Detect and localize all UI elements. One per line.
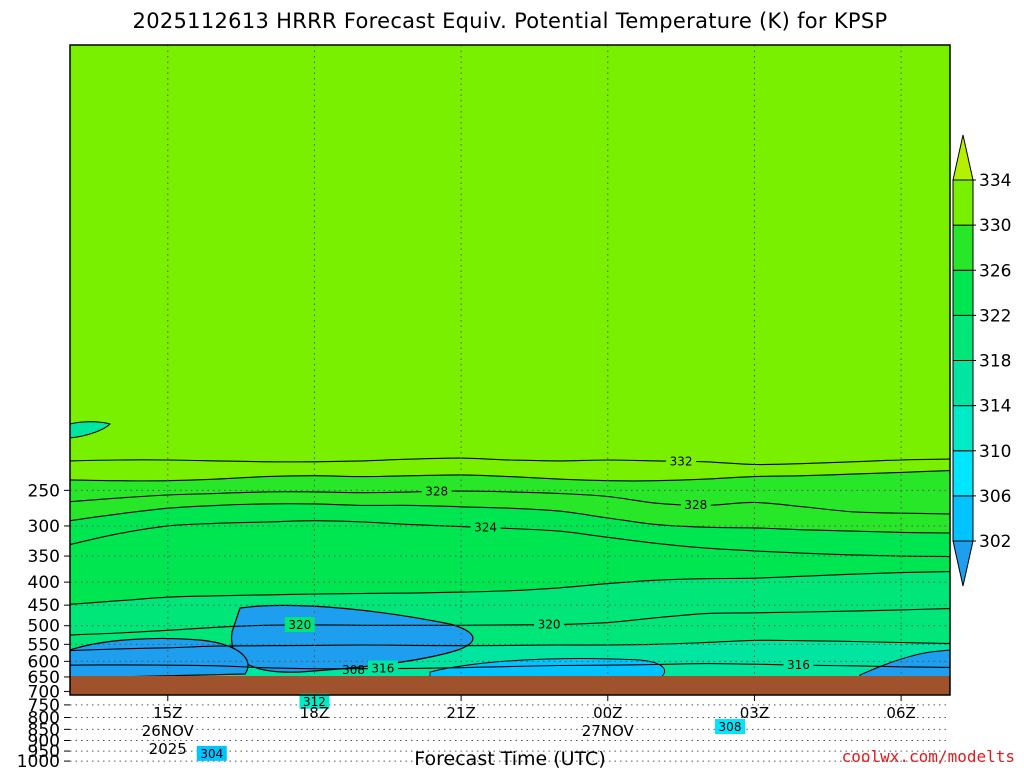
contour-line-320 [70,608,950,636]
contour-label-312: 312 [303,695,326,709]
colorbar-label: 318 [979,352,1011,372]
contour-label-332: 332 [670,454,693,468]
contour-line-310 [70,708,950,714]
x-tick-date: 27NOV [582,722,635,740]
colorbar-segment [952,495,974,542]
colorbar-label: 306 [979,487,1011,507]
contour-label-328: 328 [684,498,707,512]
plot-frame [69,44,951,696]
plot-area: 332 328 328 324 320 320 316 316 312 308 304 308 [69,44,951,762]
contour-line-322 [70,571,950,605]
contour-line-330 [70,470,950,482]
x-tick-label: 06Z [886,704,915,722]
contour-label-bg-312 [299,693,330,709]
colorbar-arrow-bottom [952,540,974,587]
mid-level-eddy [70,421,111,439]
y-tick-label: 1000 [17,752,60,768]
contour-label-328: 328 [425,485,448,499]
contour-label-bg-308 [715,719,745,735]
contour-label-320: 320 [288,618,311,632]
colorbar-label: 330 [979,216,1011,236]
contour-label-bg-328 [421,483,452,499]
contour-label-308: 308 [719,720,742,734]
contour-label-bg-328 [680,496,711,512]
colorbar-label: 314 [979,397,1011,417]
contour-label-320: 320 [538,618,561,632]
colorbar-segment [952,405,974,452]
x-tick-label: 15Z [153,704,182,722]
contour-lines [70,457,950,714]
colorbar-segment [952,224,974,271]
y-tick-label: 250 [28,481,60,501]
contour-label-bg-316 [783,657,814,673]
y-tick-label: 300 [28,517,60,537]
contour-label-bg-332 [666,453,697,469]
contour-label-308-surface: 308 [342,663,365,677]
ground-surface [70,676,950,695]
colorbar: 302 306 310 314 318 322 326 330 334 [952,134,1011,587]
low-theta-pocket-east [859,649,950,678]
contour-labels: 332 328 328 324 320 320 316 316 312 308 304 308 [196,453,814,761]
x-tick-label: 00Z [593,704,622,722]
contour-label-bg-304 [196,745,227,761]
colorbar-label: 310 [979,442,1011,462]
x-tick-date: 26NOV [142,722,195,740]
x-tick-label: 18Z [300,704,329,722]
colorbar-label: 334 [979,171,1011,191]
y-tick-label: 800 [28,709,60,729]
x-tick-year: 2025 [149,740,187,758]
colorbar-label: 326 [979,261,1011,281]
contour-label-316: 316 [787,658,810,672]
contour-label-324: 324 [474,521,497,535]
chart-title: 2025112613 HRRR Forecast Equiv. Potentia… [133,9,888,33]
colorbar-label: 302 [979,532,1011,552]
contour-line-318 [70,639,950,652]
y-tick-label: 650 [28,668,60,688]
contour-line-326 [70,503,950,534]
colorbar-segment [952,450,974,497]
y-tick-label: 750 [28,696,60,716]
y-tick-label: 550 [28,635,60,655]
surface-theta-pocket [429,658,666,678]
y-tick-label: 850 [28,720,60,740]
y-tick-label: 400 [28,573,60,593]
contour-label-304: 304 [200,747,223,761]
credit-text: coolwx.com/modelts [842,747,1015,766]
y-tick-label: 450 [28,596,60,616]
colorbar-segment [952,360,974,407]
contour-label-bg-316 [367,660,398,676]
colorbar-arrow-top [952,134,974,181]
contour-label-316: 316 [371,662,394,676]
colorbar-segment [952,314,974,361]
y-tick-label: 600 [28,652,60,672]
x-tick-label: 03Z [740,704,769,722]
x-tick-label: 21Z [446,704,475,722]
contour-label-bg-320 [534,616,565,632]
x-axis-title: Forecast Time (UTC) [414,748,605,768]
colorbar-segment [952,269,974,316]
y-tick-label: 950 [28,742,60,762]
contour-line-324 [70,520,950,558]
contour-line-332 [70,457,950,466]
colorbar-segment [952,179,974,226]
contour-label-bg-320 [284,617,315,633]
y-tick-label: 900 [28,732,60,752]
y-tick-label: 350 [28,547,60,567]
y-tick-label: 700 [28,682,60,702]
colorbar-label: 322 [979,306,1011,326]
contour-line-328 [70,490,950,515]
contour-label-bg-324 [470,519,501,535]
y-tick-label: 500 [28,617,60,637]
y-axis: 250 300 350 400 4505005506006507007508008509… [17,481,70,768]
